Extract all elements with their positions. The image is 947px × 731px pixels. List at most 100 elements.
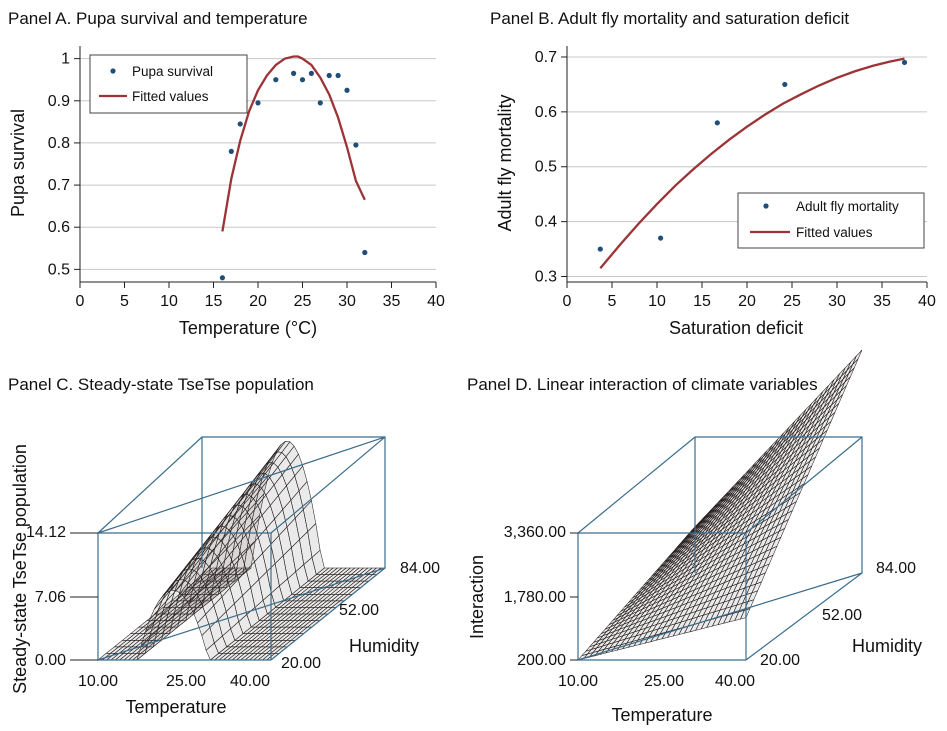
panel-b-title: Panel B. Adult fly mortality and saturat…: [490, 9, 849, 28]
data-point: [335, 72, 341, 79]
x-tick-label: 0: [76, 293, 85, 310]
panel-d-title: Panel D. Linear interaction of climate v…: [467, 375, 818, 394]
x-tick-label: 15: [205, 293, 223, 310]
x-tick-label: 40: [918, 293, 936, 310]
y-tick-label: 0.6: [535, 104, 557, 121]
x-tick-label: 30: [338, 293, 356, 310]
x-tick-label: 30: [828, 293, 846, 310]
y-tick-label: 84.00: [400, 560, 440, 577]
x-tick-label: 5: [608, 293, 617, 310]
data-point: [362, 249, 368, 256]
data-point: [237, 121, 243, 127]
z-tick-label: 7.06: [35, 589, 66, 606]
x-tick-label: 0: [563, 293, 572, 310]
y-tick-label: 1: [61, 51, 70, 68]
panel-a: Panel A. Pupa survival and temperature 0…: [8, 9, 445, 338]
data-point: [658, 235, 664, 241]
x-tick-label: 10: [648, 293, 666, 310]
panel-c-z-axis-label: Steady-state TseTse population: [10, 444, 30, 694]
panel-d: Panel D. Linear interaction of climate v…: [467, 349, 922, 725]
panel-a-y-axis-label: Pupa survival: [8, 109, 28, 217]
legend-label-fit: Fitted values: [132, 89, 209, 104]
y-tick-label: 0.9: [48, 93, 70, 110]
box-front-edges: [97, 436, 386, 661]
fitted-line: [221, 55, 366, 232]
panel-a-x-axis-label: Temperature (°C): [179, 318, 317, 338]
x-tick-label: 35: [873, 293, 891, 310]
panel-d-x-axis-label: Temperature: [611, 705, 712, 725]
data-point: [597, 246, 603, 252]
data-point: [273, 77, 279, 83]
panel-d-y-axis-label: Humidity: [852, 636, 922, 656]
panel-c-3d-box: [97, 436, 386, 661]
x-tick-label: 10.00: [78, 673, 118, 690]
x-tick-label: 5: [120, 293, 129, 310]
y-tick-label: 0.7: [48, 177, 70, 194]
x-tick-label: 25.00: [644, 673, 684, 690]
data-point: [344, 87, 350, 93]
z-tick-label: 3,360.00: [504, 524, 566, 541]
x-tick-label: 20: [249, 293, 267, 310]
data-point: [228, 148, 234, 154]
panel-b-legend: Adult fly mortality Fitted values: [737, 192, 925, 249]
panel-d-surface: [577, 349, 863, 661]
legend-label-points: Adult fly mortality: [796, 199, 899, 214]
y-tick-label: 52.00: [822, 607, 862, 624]
data-point: [219, 275, 225, 281]
data-point: [308, 70, 314, 76]
panel-c: Panel C. Steady-state TseTse population …: [8, 375, 440, 717]
y-tick-label: 0.5: [48, 261, 70, 278]
y-tick-label: 20.00: [760, 652, 800, 669]
legend-label-fit: Fitted values: [796, 225, 873, 240]
data-point: [317, 100, 323, 106]
x-tick-label: 20: [738, 293, 756, 310]
surface-cell: [852, 349, 863, 365]
y-tick-label: 0.4: [535, 214, 557, 231]
y-tick-label: 0.5: [535, 159, 557, 176]
data-point: [714, 120, 720, 126]
y-tick-label: 20.00: [281, 655, 321, 672]
x-tick-label: 25: [783, 293, 801, 310]
legend-marker-points: [763, 203, 769, 209]
x-tick-label: 40.00: [230, 673, 270, 690]
data-point: [782, 81, 788, 88]
z-tick-label: 200.00: [517, 652, 566, 669]
x-tick-label: 25: [294, 293, 312, 310]
z-tick-label: 1,780.00: [504, 589, 566, 606]
panel-a-title: Panel A. Pupa survival and temperature: [8, 9, 308, 28]
y-tick-label: 0.6: [48, 219, 70, 236]
legend-label-points: Pupa survival: [132, 64, 213, 79]
data-point: [353, 142, 359, 148]
z-tick-label: 0.00: [35, 652, 66, 669]
panel-b: Panel B. Adult fly mortality and saturat…: [490, 9, 936, 338]
x-tick-label: 10.00: [558, 673, 598, 690]
data-point: [291, 70, 297, 76]
x-tick-label: 15: [693, 293, 711, 310]
x-tick-label: 40.00: [715, 673, 755, 690]
x-tick-label: 10: [160, 293, 178, 310]
x-tick-label: 35: [383, 293, 401, 310]
panel-b-x-axis-label: Saturation deficit: [669, 318, 803, 338]
panel-b-y-axis-label: Adult fly mortality: [495, 94, 515, 231]
panel-d-z-axis-label: Interaction: [467, 555, 487, 639]
y-tick-label: 0.8: [48, 135, 70, 152]
panel-c-x-axis-label: Temperature: [125, 697, 226, 717]
fitted-line: [599, 57, 905, 270]
panel-c-title: Panel C. Steady-state TseTse population: [8, 375, 314, 394]
data-point: [255, 100, 261, 106]
panel-a-legend: Pupa survival Fitted values: [89, 54, 248, 114]
y-tick-label: 52.00: [339, 602, 379, 619]
y-tick-label: 0.7: [535, 49, 557, 66]
data-point: [326, 72, 332, 79]
data-point: [901, 59, 908, 66]
y-tick-label: 84.00: [876, 560, 916, 577]
z-tick-label: 14.12: [26, 524, 66, 541]
panel-c-y-axis-label: Humidity: [349, 636, 419, 656]
data-point: [299, 77, 306, 83]
surface-cell: [739, 608, 751, 620]
panel-d-3d-box: [577, 436, 863, 661]
x-tick-label: 40: [427, 293, 445, 310]
legend-marker-points: [110, 68, 116, 74]
x-tick-label: 25.00: [166, 673, 206, 690]
